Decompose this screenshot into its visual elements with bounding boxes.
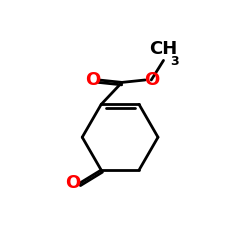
Text: CH: CH bbox=[150, 40, 178, 58]
Text: O: O bbox=[85, 71, 100, 89]
Text: O: O bbox=[144, 71, 159, 89]
Text: 3: 3 bbox=[170, 55, 179, 68]
Text: O: O bbox=[65, 174, 80, 192]
